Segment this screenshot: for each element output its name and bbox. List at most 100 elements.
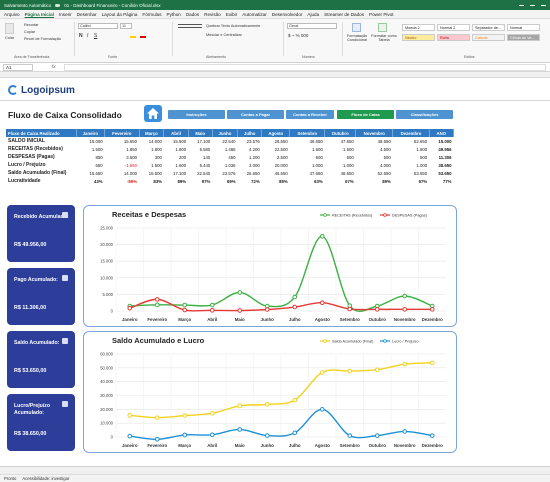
ribbon-tab[interactable]: Página Inicial	[24, 11, 54, 17]
ribbon-tab[interactable]: Revisão	[204, 11, 221, 17]
font-size-select[interactable]: 11	[120, 23, 132, 29]
table-cell[interactable]: 14.000	[123, 170, 138, 176]
table-cell[interactable]: 5.440	[199, 162, 211, 168]
data-point[interactable]	[237, 290, 243, 295]
data-point[interactable]	[264, 433, 270, 438]
table-cell[interactable]: 15.000	[438, 138, 452, 144]
table-cell[interactable]: 63%	[314, 178, 323, 184]
table-cell[interactable]: 3.500	[126, 154, 138, 160]
cell-style-option[interactable]: Cálculo	[472, 34, 505, 41]
data-point[interactable]	[154, 297, 160, 302]
table-cell[interactable]: 89%	[177, 178, 187, 184]
cell-style-option[interactable]: Moeda 2	[402, 24, 435, 31]
table-cell[interactable]: 5.580	[199, 146, 211, 152]
data-point[interactable]	[209, 308, 215, 313]
nav-button[interactable]: Contas a Receber	[286, 110, 334, 119]
data-point[interactable]	[154, 436, 160, 442]
table-cell[interactable]: 26.650	[274, 138, 288, 144]
cut-button[interactable]: Recortar	[24, 23, 39, 27]
data-point[interactable]	[292, 430, 298, 436]
table-cell[interactable]: 46.650	[309, 138, 323, 144]
data-point[interactable]	[154, 302, 160, 308]
table-cell[interactable]: 89%	[382, 178, 391, 184]
data-point[interactable]	[237, 427, 243, 432]
table-cell[interactable]: 500	[383, 154, 391, 160]
ribbon-tab[interactable]: Automatizar	[242, 11, 267, 17]
ribbon-tab[interactable]: Fórmulas	[142, 11, 162, 17]
data-point[interactable]	[292, 294, 298, 300]
data-point[interactable]	[429, 433, 435, 438]
data-point[interactable]	[347, 306, 353, 312]
table-cell[interactable]: 1.850	[126, 146, 138, 152]
table-cell[interactable]: 1.000	[342, 162, 354, 168]
table-cell[interactable]: 48.650	[377, 138, 391, 144]
table-cell[interactable]: 15.500	[172, 138, 187, 144]
table-cell[interactable]: 850	[95, 154, 103, 160]
table-cell[interactable]: 3.000	[249, 162, 260, 168]
table-cell[interactable]: 23.576	[246, 138, 260, 144]
table-cell[interactable]: 1.486	[224, 146, 236, 152]
name-box[interactable]: A1	[3, 64, 33, 71]
nav-button[interactable]: Instruções	[168, 110, 225, 119]
data-point[interactable]	[402, 307, 408, 312]
fill-color-icon[interactable]	[130, 33, 136, 38]
conditional-format-icon[interactable]	[352, 23, 361, 32]
data-point[interactable]	[182, 302, 188, 308]
number-format-select[interactable]: Geral	[287, 23, 337, 29]
data-point[interactable]	[319, 407, 325, 412]
ribbon-tab[interactable]: Streamer de Dados	[324, 11, 365, 17]
table-cell[interactable]: 52.650	[414, 138, 428, 144]
paste-icon[interactable]	[5, 23, 14, 34]
table-cell[interactable]: 1.036	[224, 162, 236, 168]
table-cell[interactable]: 650	[95, 162, 103, 168]
ribbon-tab[interactable]: Desenhar	[76, 11, 97, 17]
table-cell[interactable]: 22.540	[222, 138, 236, 144]
table-cell[interactable]: 15.650	[123, 138, 138, 144]
data-point[interactable]	[319, 370, 325, 375]
data-point[interactable]	[127, 413, 133, 418]
format-as-table-button[interactable]: Formatar como Tabela	[371, 34, 397, 43]
ribbon-tab[interactable]: Inserir	[58, 11, 72, 17]
table-cell[interactable]: 26.650	[246, 170, 260, 176]
table-cell[interactable]: 4.000	[380, 162, 391, 168]
table-cell[interactable]: 53.650	[414, 170, 428, 176]
table-cell[interactable]: -89%	[126, 178, 138, 184]
data-point[interactable]	[154, 415, 160, 420]
table-cell[interactable]: 48.650	[340, 170, 354, 176]
table-cell[interactable]: 43%	[94, 178, 103, 184]
column-headers[interactable]	[0, 72, 550, 78]
table-cell[interactable]: 4.500	[380, 146, 391, 152]
data-point[interactable]	[237, 308, 243, 313]
table-cell[interactable]: 11.306	[438, 154, 452, 160]
copy-button[interactable]: Copiar	[24, 30, 36, 34]
wrap-text-button[interactable]: Quebrar Texto Automaticamente	[206, 24, 261, 28]
data-point[interactable]	[182, 432, 188, 438]
data-point[interactable]	[292, 304, 298, 310]
table-cell[interactable]: 97%	[201, 178, 211, 184]
table-cell[interactable]: 67%	[418, 178, 428, 184]
nav-button[interactable]: Contas a Pagar	[227, 110, 284, 119]
data-point[interactable]	[374, 367, 380, 373]
table-cell[interactable]: 14.000	[148, 138, 162, 144]
table-cell[interactable]: 46.650	[274, 170, 288, 176]
font-name-select[interactable]: Calibri	[78, 23, 118, 29]
table-cell[interactable]: 1.500	[91, 146, 103, 152]
table-cell[interactable]: 77%	[442, 178, 452, 184]
table-cell[interactable]: 23.576	[222, 170, 236, 176]
conditional-format-button[interactable]: Formatação Condicional	[346, 34, 368, 43]
table-cell[interactable]: 1.500	[342, 146, 354, 152]
data-point[interactable]	[182, 413, 188, 418]
autosave-toggle[interactable]	[55, 3, 61, 7]
table-cell[interactable]: 500	[420, 154, 428, 160]
format-table-icon[interactable]	[378, 23, 387, 32]
table-cell[interactable]: 300	[154, 154, 162, 160]
ribbon-tab[interactable]: Dados	[185, 11, 200, 17]
paste-button[interactable]: Colar	[5, 36, 15, 40]
data-point[interactable]	[264, 402, 270, 407]
table-cell[interactable]: 1.000	[312, 162, 323, 168]
ribbon-tab[interactable]: Desenvolvedor	[271, 11, 303, 17]
data-point[interactable]	[347, 433, 353, 438]
table-cell[interactable]: 20.000	[274, 162, 288, 168]
currency-format-button[interactable]: $ ~ % 000	[288, 33, 309, 38]
table-cell[interactable]: 1.600	[312, 146, 323, 152]
